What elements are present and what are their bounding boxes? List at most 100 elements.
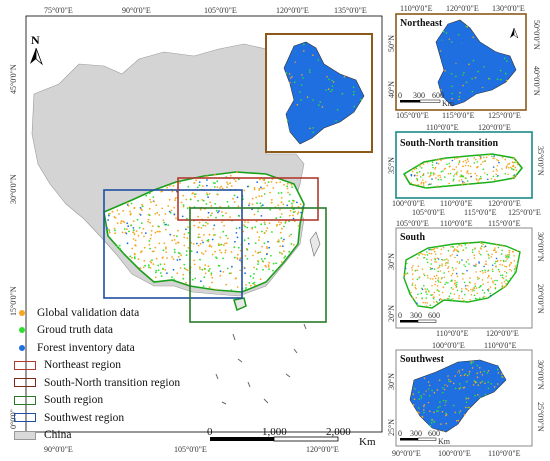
sample-point xyxy=(264,223,266,226)
sample-point xyxy=(423,273,425,275)
sample-point xyxy=(125,232,128,235)
sample-point xyxy=(428,291,430,293)
sample-point xyxy=(162,267,164,270)
sample-point xyxy=(308,49,310,52)
sample-point xyxy=(270,181,273,183)
sample-point xyxy=(447,259,449,262)
sample-point xyxy=(216,193,219,196)
sample-point xyxy=(169,233,172,236)
northeast-region-outline xyxy=(177,177,319,221)
sample-point xyxy=(494,286,497,289)
sample-point xyxy=(311,115,313,118)
sample-point xyxy=(468,373,471,375)
sample-point xyxy=(437,267,439,269)
sample-point xyxy=(139,267,142,270)
sample-point xyxy=(329,90,332,93)
sample-point xyxy=(494,374,497,376)
sample-point xyxy=(505,266,508,268)
sample-point xyxy=(476,161,478,163)
inset-left-tick: 40°N xyxy=(388,81,396,98)
sample-point xyxy=(478,250,480,253)
sample-point xyxy=(431,379,433,382)
sample-point xyxy=(316,101,318,103)
inset-left-tick: 30°N xyxy=(388,373,396,390)
sample-point xyxy=(449,379,451,381)
sample-point xyxy=(486,250,488,252)
sample-point xyxy=(453,175,455,177)
sample-point xyxy=(476,372,478,374)
sample-point xyxy=(447,375,449,377)
sample-point xyxy=(300,81,303,83)
sample-point xyxy=(353,90,355,93)
sample-point xyxy=(483,66,485,68)
sample-point xyxy=(469,57,472,59)
sample-point xyxy=(149,221,152,224)
sample-point xyxy=(463,71,465,74)
sample-point xyxy=(458,261,461,263)
sample-point xyxy=(310,104,312,106)
sample-point xyxy=(177,241,180,244)
sample-point xyxy=(512,175,515,177)
sample-point xyxy=(149,198,151,201)
sample-point xyxy=(233,246,236,249)
sample-point xyxy=(349,97,352,99)
sample-point xyxy=(236,196,239,199)
sample-point xyxy=(448,165,451,168)
sample-point xyxy=(415,167,418,170)
sample-point xyxy=(478,84,481,86)
sample-point xyxy=(159,272,162,274)
sample-point xyxy=(275,262,277,265)
sample-point xyxy=(510,60,513,63)
sample-point xyxy=(445,414,447,417)
sample-point xyxy=(443,403,446,406)
sample-point xyxy=(344,109,347,111)
sample-point xyxy=(404,267,407,270)
sample-point xyxy=(285,72,288,74)
sample-point xyxy=(168,198,171,201)
sample-point xyxy=(462,24,464,27)
sample-point xyxy=(480,395,482,397)
sample-point xyxy=(481,289,484,291)
sample-point xyxy=(461,410,464,412)
sample-point xyxy=(151,225,154,228)
sample-point xyxy=(459,175,462,178)
sample-point xyxy=(268,222,271,225)
sample-point xyxy=(483,156,485,159)
sample-point xyxy=(435,159,438,161)
sample-point xyxy=(489,76,492,79)
sample-point xyxy=(211,281,213,284)
sample-point xyxy=(464,265,467,268)
sample-point xyxy=(428,389,430,391)
sample-point xyxy=(458,370,460,372)
legend-label: South-North transition region xyxy=(44,376,181,389)
sample-point xyxy=(155,204,158,207)
sample-point xyxy=(477,370,480,373)
sample-point xyxy=(179,182,181,184)
sample-point xyxy=(411,168,414,171)
sample-point xyxy=(451,272,454,275)
sample-point xyxy=(511,70,514,72)
sample-point xyxy=(454,279,456,282)
sample-point xyxy=(166,186,169,189)
sample-point xyxy=(444,283,446,286)
sample-point xyxy=(496,368,499,371)
sample-point xyxy=(413,168,416,170)
sample-point xyxy=(515,169,518,172)
sample-point xyxy=(488,254,490,257)
sample-point xyxy=(268,268,270,270)
sample-point xyxy=(195,179,198,182)
legend-label: Groud truth data xyxy=(37,324,114,337)
sample-point xyxy=(301,70,303,72)
sample-point xyxy=(466,288,468,290)
sample-point xyxy=(484,245,487,247)
sample-point xyxy=(478,155,481,158)
sample-point xyxy=(422,389,424,392)
sample-point xyxy=(127,204,130,207)
sample-point xyxy=(307,124,309,127)
sample-point xyxy=(476,166,478,168)
sample-point xyxy=(433,250,436,253)
sample-point xyxy=(182,194,185,197)
sample-point xyxy=(465,81,468,84)
sample-point xyxy=(431,389,433,392)
sample-point xyxy=(404,273,406,276)
